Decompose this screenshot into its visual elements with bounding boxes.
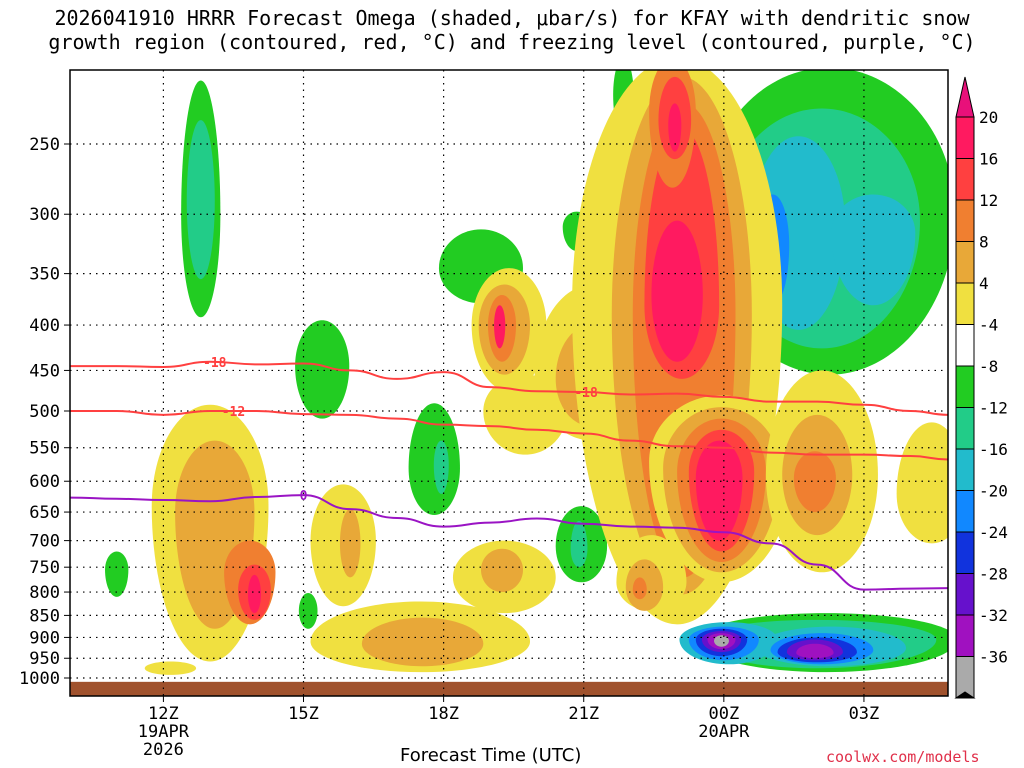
omega-cell--12-1 [186,120,215,280]
y-tick-label-300: 300 [29,205,60,225]
y-tick-label-250: 250 [29,135,60,155]
x-tick-label-15Z: 15Z [288,704,319,724]
omega-shading [105,70,948,675]
colorbar-label-9: -20 [979,482,1008,501]
y-tick-label-1000: 1000 [19,669,60,689]
y-tick-label-650: 650 [29,503,60,523]
colorbar-label-10: -24 [979,523,1008,542]
colorbar-label-6: -8 [979,357,998,376]
watermark: coolwx.com/models [826,748,980,766]
x-tick-label-00Z: 00Z [708,704,739,724]
colorbar-top-arrow [955,76,975,118]
omega-cell-12-38 [339,509,361,578]
x-tick-label-21Z: 21Z [568,704,599,724]
omega-cell-20-59 [695,440,743,541]
x-tick-label-12Z: 12Z [148,704,179,724]
omega-cell-8-31 [144,661,197,675]
y-tick-label-600: 600 [29,472,60,492]
grid-lines [70,70,948,696]
colorbar: 20 16 12 8 4 -4 -8 -12 -16 -20 -24 -28 -32 -36 [954,76,1008,699]
colorbar-label-0: 20 [979,108,998,127]
x-tick-date-12Z: 19APR [138,722,190,742]
colorbar-label-8: -16 [979,440,1008,459]
ground-fill [70,681,948,696]
colorbar-label-2: 12 [979,191,998,210]
colorbar-swatch-7 [955,407,975,450]
colorbar-swatch-12 [955,614,975,657]
plot-frame [69,69,949,697]
colorbar-label-12: -32 [979,606,1008,625]
omega-cell--8-2 [105,551,129,597]
colorbar-swatch-8 [955,448,975,491]
y-tick-label-350: 350 [29,265,60,285]
x-tick-date-00Z: 20APR [698,722,750,742]
omega-cell-12-42 [480,548,524,593]
contour-label-0: 0 [300,489,308,504]
y-tick-label-700: 700 [29,532,60,552]
colorbar-swatch-10 [955,531,975,574]
contour-line--12 [70,409,948,461]
colorbar-label-5: -4 [979,316,998,335]
omega-cell--12-6 [433,440,449,494]
chart-title-line-1: 2026041910 HRRR Forecast Omega (shaded, … [54,6,970,30]
y-tick-label-500: 500 [29,402,60,422]
omega-cell-20-62 [668,103,682,152]
omega-cell-20-54 [651,220,703,362]
contour-label--12: -12 [222,405,245,420]
colorbar-swatch-4 [955,282,975,325]
omega-cell-16-68 [793,451,836,513]
omega-cell-16-65 [632,577,647,600]
colorbar-swatch-2 [955,199,975,242]
colorbar-label-3: 8 [979,233,989,252]
colorbar-swatch-1 [955,158,975,201]
y-tick-label-550: 550 [29,439,60,459]
colorbar-label-1: 16 [979,150,998,169]
omega-cell--36-30 [714,635,729,647]
colorbar-swatch-3 [955,241,975,284]
y-tick-label-400: 400 [29,316,60,336]
colorbar-swatch-5 [955,324,975,367]
chart-title-line-2: growth region (contoured, red, °C) and f… [48,30,976,54]
y-tick-label-900: 900 [29,628,60,648]
x-tick-year-12Z: 2026 [143,740,184,760]
x-axis-label: Forecast Time (UTC) [400,745,582,766]
contour-label-18-repeat: -18 [574,386,598,401]
omega-cell-12-40 [361,617,484,667]
y-axis-ticks: 2503003504004505005506006507007508008509… [19,135,70,689]
colorbar-swatch-0 [955,116,975,159]
omega-cell--8-3 [295,320,350,419]
contour-label--18: -18 [203,356,227,371]
colorbar-swatch-11 [955,573,975,616]
y-tick-label-450: 450 [29,361,60,381]
colorbar-label-11: -28 [979,565,1008,584]
y-tick-label-850: 850 [29,606,60,626]
colorbar-label-4: 4 [979,274,989,293]
y-tick-label-950: 950 [29,649,60,669]
omega-cell-20-46 [494,305,506,349]
contour-line-0 [70,494,948,591]
omega-cell--8-4 [298,593,318,629]
omega-cell--16-15 [831,194,916,306]
y-tick-label-750: 750 [29,558,60,578]
ground-terrain [70,681,948,696]
omega-cell-20-36 [247,574,262,614]
colorbar-bottom-arrow [954,691,976,699]
colorbar-swatch-9 [955,490,975,533]
x-tick-label-18Z: 18Z [428,704,459,724]
colorbar-swatch-6 [955,365,975,408]
colorbar-label-13: -36 [979,648,1008,667]
contour-line--18 [70,360,948,416]
colorbar-label-7: -12 [979,399,1008,418]
omega-cell-8-69 [896,422,948,544]
omega-cell--32-29 [796,643,834,659]
y-tick-label-800: 800 [29,583,60,603]
x-tick-label-03Z: 03Z [849,704,880,724]
plot-border [69,69,949,697]
temperature-contours: -18 -12 0 -18 [70,356,948,591]
